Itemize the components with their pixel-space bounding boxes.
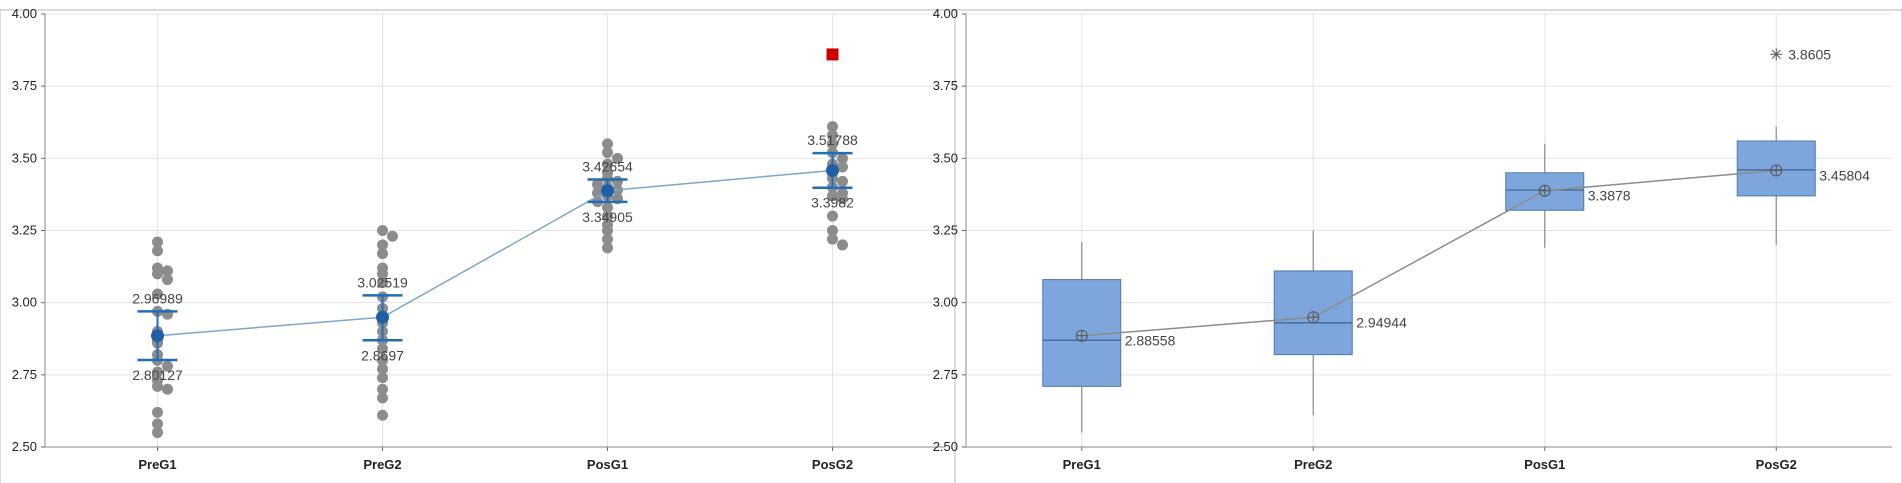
data-point xyxy=(602,147,613,159)
mean-label: 3.45804 xyxy=(1819,167,1870,183)
ci-upper-label: 2.96989 xyxy=(132,290,183,306)
y-tick-label: 3.75 xyxy=(12,78,37,93)
y-tick-label: 3.50 xyxy=(12,150,37,165)
outlier-point xyxy=(826,48,839,61)
mean-label: 3.3878 xyxy=(1588,188,1631,204)
mean-connect-line xyxy=(157,169,833,337)
mean-label: 2.88558 xyxy=(1125,333,1176,349)
data-point xyxy=(837,193,848,205)
data-point xyxy=(162,360,173,372)
data-point xyxy=(837,175,848,187)
data-point xyxy=(827,225,838,236)
y-tick-label: 3.50 xyxy=(933,150,958,165)
data-point xyxy=(162,383,173,395)
mean-label: 2.94944 xyxy=(1356,314,1407,330)
data-point xyxy=(837,152,848,164)
data-point xyxy=(377,354,388,366)
outlier-label: 3.8605 xyxy=(1788,46,1831,62)
data-point xyxy=(602,201,613,213)
y-tick-label: 3.25 xyxy=(933,223,958,238)
data-point xyxy=(152,418,163,430)
x-tick-label: PreG2 xyxy=(363,457,401,472)
data-point xyxy=(162,265,173,277)
data-point xyxy=(377,276,388,288)
mean-marker xyxy=(601,184,614,198)
data-point xyxy=(387,230,398,242)
data-point xyxy=(612,152,623,164)
data-point xyxy=(827,138,838,150)
data-point xyxy=(377,239,388,251)
data-point xyxy=(377,383,388,395)
y-tick-label: 3.00 xyxy=(12,295,37,310)
interval-plot: 2.50 2.75 3.00 3.25 3.50 3.75 4.00 PreG1 PreG2 Po… xyxy=(0,6,956,483)
data-point xyxy=(152,406,163,418)
y-tick-label: 4.00 xyxy=(12,6,37,21)
data-point xyxy=(602,138,613,150)
data-point xyxy=(152,427,163,439)
y-tick-label: 3.25 xyxy=(12,223,37,238)
x-tick-label: PosG1 xyxy=(1524,457,1565,472)
chart-frame xyxy=(0,9,956,483)
x-tick-label: PosG1 xyxy=(587,457,628,472)
data-point xyxy=(602,158,613,170)
y-tick-label: 2.75 xyxy=(12,367,37,382)
ci-lower-label: 2.8697 xyxy=(361,347,404,363)
data-point xyxy=(827,121,838,133)
data-point xyxy=(377,268,388,280)
data-point xyxy=(377,363,388,375)
data-point xyxy=(152,380,163,392)
ci-lower-label: 2.80127 xyxy=(132,367,183,383)
y-tick-label: 3.75 xyxy=(933,78,958,93)
mean-marker xyxy=(376,310,389,324)
x-tick-label: PosG2 xyxy=(1756,457,1797,472)
mean-marker xyxy=(151,329,164,343)
mean-connect-line xyxy=(1081,169,1777,337)
x-tick-label: PreG1 xyxy=(138,457,176,472)
y-tick-label: 4.00 xyxy=(933,6,958,21)
chart-frame xyxy=(954,9,1902,483)
data-point xyxy=(837,239,848,251)
data-point xyxy=(602,242,613,254)
data-point xyxy=(602,225,613,236)
x-tick-label: PreG2 xyxy=(1294,457,1332,472)
data-point xyxy=(377,409,388,421)
data-point xyxy=(152,288,163,300)
boxplot: 2.50 2.75 3.00 3.25 3.50 3.75 4.00 PreG1 PreG2 Po… xyxy=(933,6,1902,483)
x-tick-label: PosG2 xyxy=(812,457,853,472)
data-point xyxy=(377,248,388,260)
data-point xyxy=(592,178,603,190)
data-point xyxy=(152,245,163,257)
data-point xyxy=(377,343,388,355)
y-tick-label: 3.00 xyxy=(933,295,958,310)
ci-upper-label: 3.42654 xyxy=(582,159,633,175)
data-point xyxy=(827,233,838,245)
data-point xyxy=(152,236,163,248)
data-point xyxy=(377,372,388,384)
data-point xyxy=(837,161,848,173)
x-tick-label: PreG1 xyxy=(1063,457,1101,472)
y-tick-label: 2.50 xyxy=(12,439,37,454)
data-point xyxy=(827,190,838,202)
data-point xyxy=(592,187,603,199)
data-point xyxy=(827,129,838,141)
ci-upper-label: 3.51788 xyxy=(807,132,858,148)
ci-upper-label: 3.02519 xyxy=(357,274,408,290)
data-point xyxy=(377,225,388,236)
ci-lower-label: 3.3982 xyxy=(811,195,854,211)
data-point xyxy=(602,233,613,245)
y-tick-label: 2.50 xyxy=(933,439,958,454)
ci-lower-label: 3.34905 xyxy=(582,209,633,225)
data-point xyxy=(162,274,173,286)
data-point xyxy=(152,366,163,378)
outlier-marker xyxy=(1771,49,1781,59)
mean-marker xyxy=(826,163,839,177)
data-point xyxy=(602,210,613,222)
data-point xyxy=(152,268,163,280)
y-tick-label: 2.75 xyxy=(933,367,958,382)
data-point xyxy=(827,210,838,222)
data-point xyxy=(377,392,388,404)
